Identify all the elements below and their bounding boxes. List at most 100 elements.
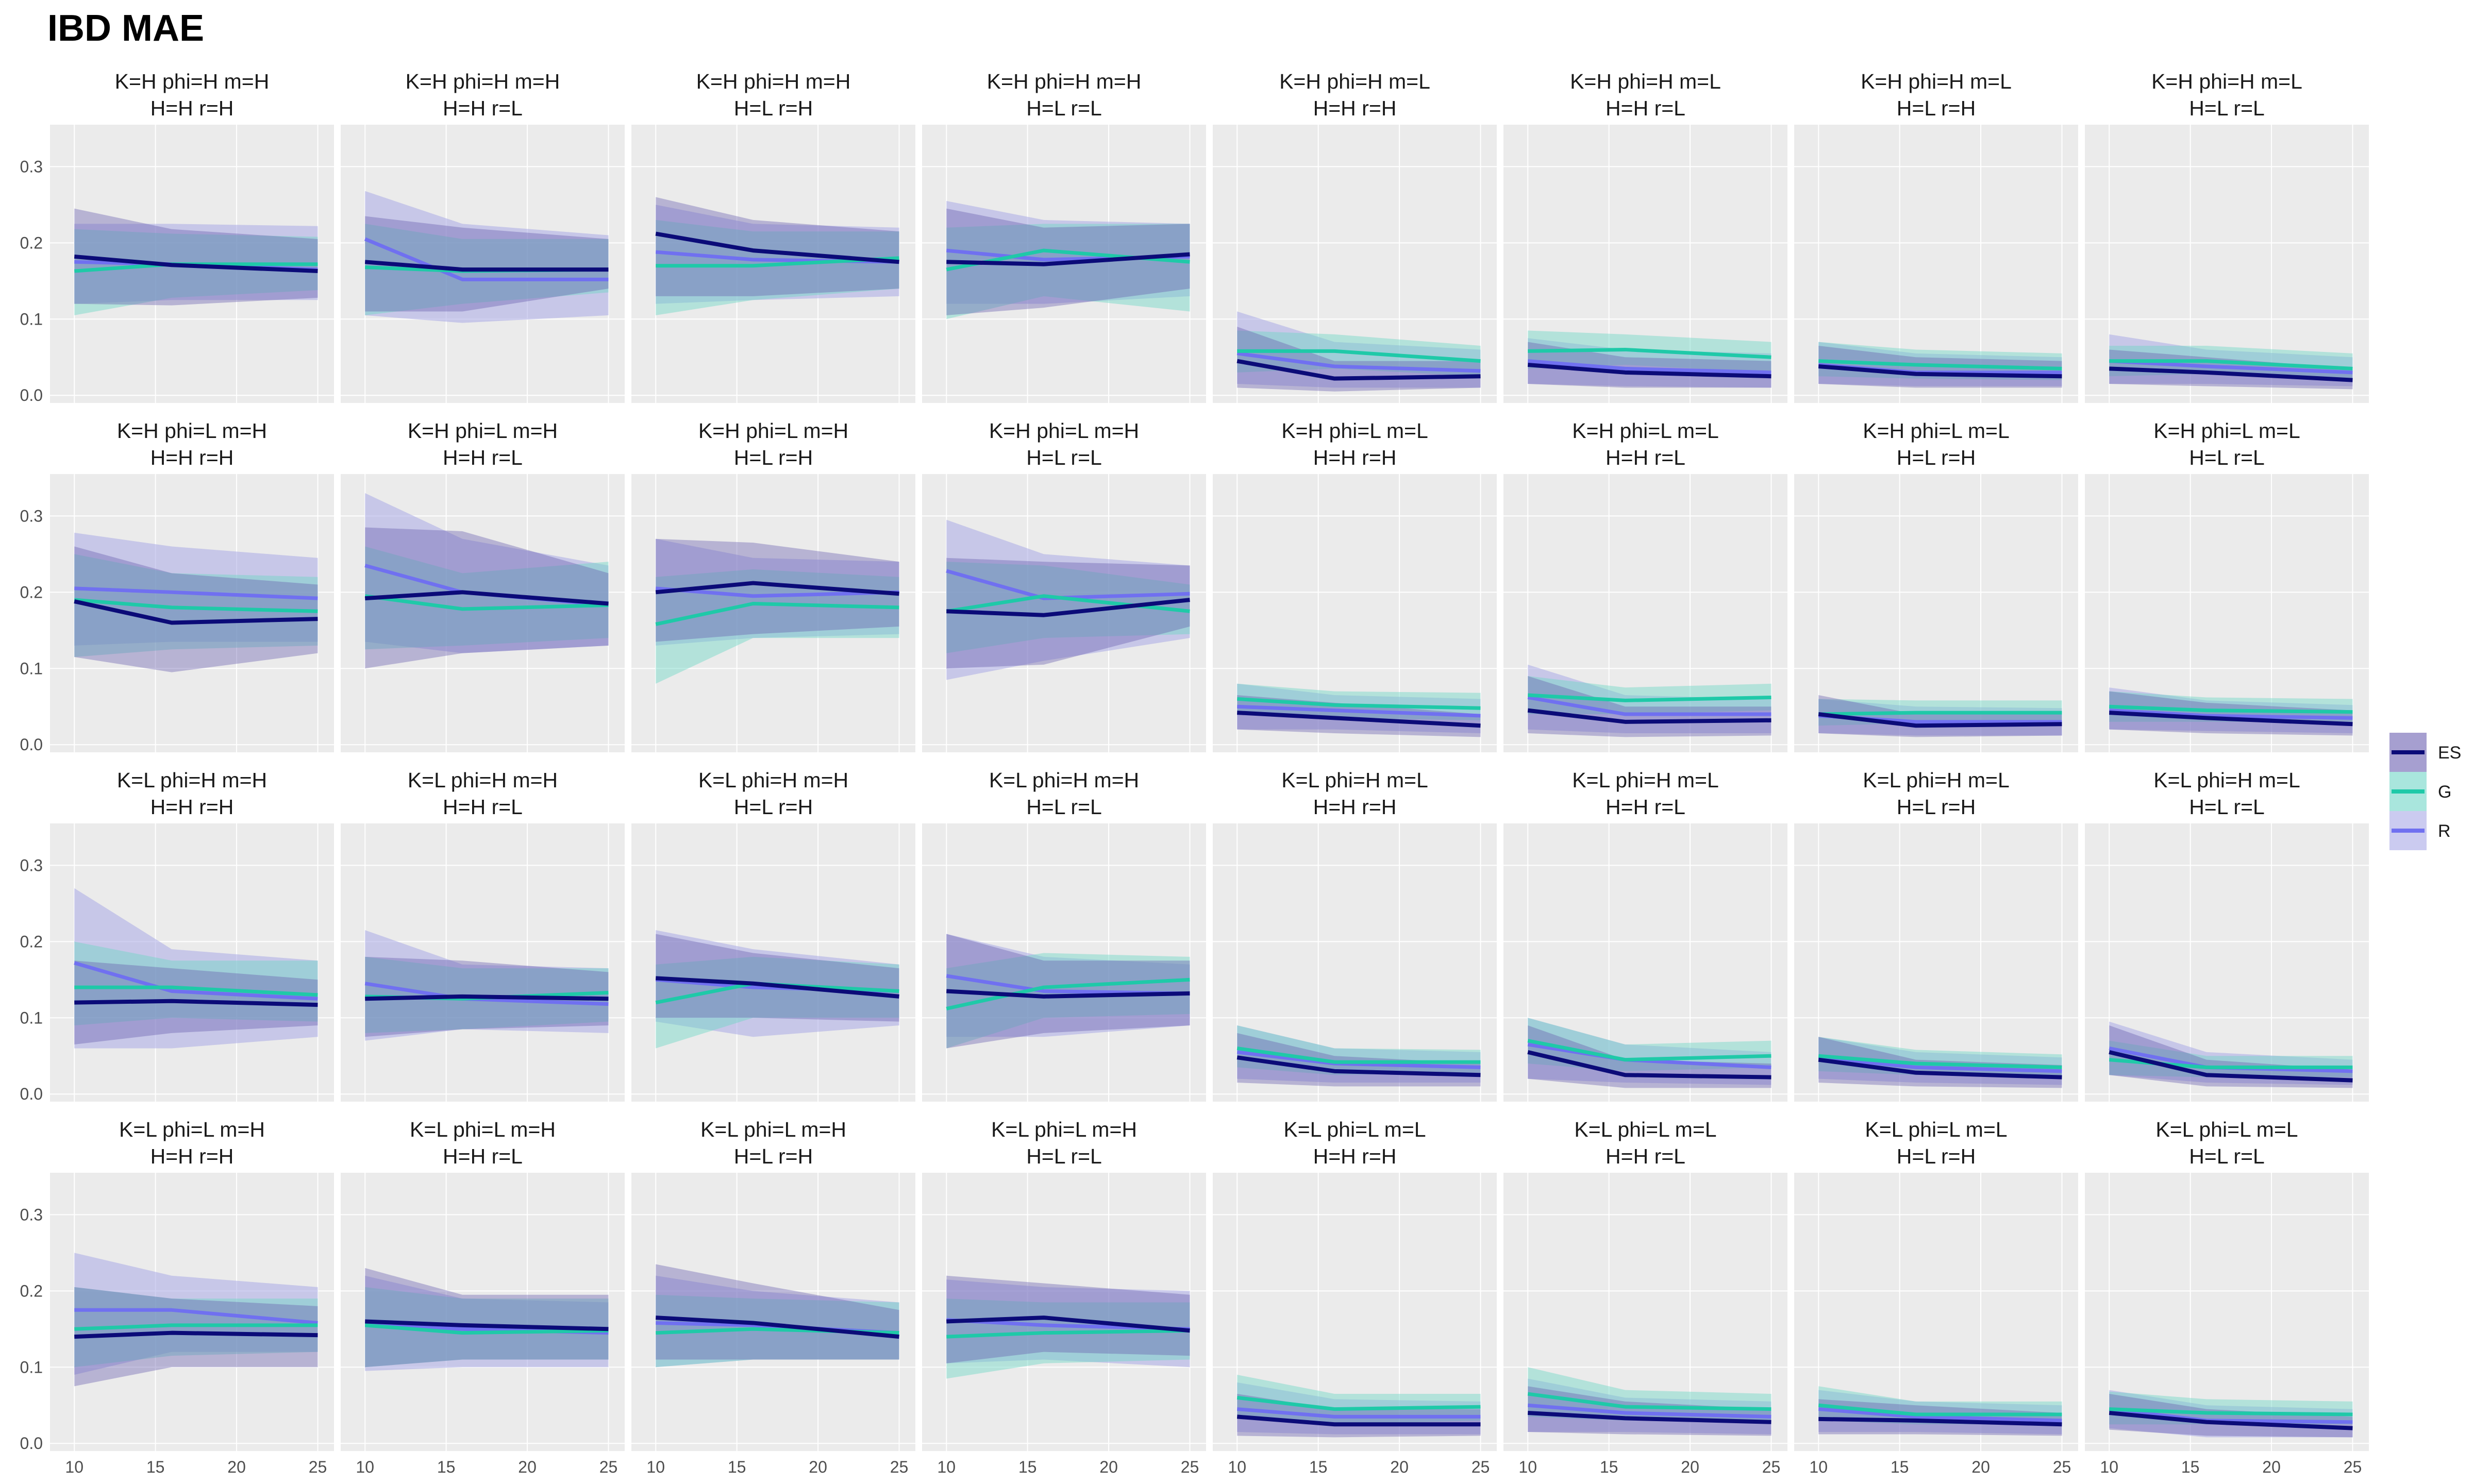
facet-panel: K=H phi=H m=L H=L r=H <box>1794 70 2078 403</box>
x-tick-label: 15 <box>2181 1458 2200 1476</box>
facet-label-bottom: H=L r=H <box>1897 795 1976 819</box>
legend-label-es: ES <box>2438 743 2461 763</box>
facet-label-bottom: H=H r=L <box>1606 1144 1685 1168</box>
facet-panel: K=H phi=L m=H H=H r=L <box>341 419 625 752</box>
x-tick-label: 10 <box>356 1458 374 1476</box>
facet-panel: K=L phi=H m=H H=L r=L <box>922 768 1206 1102</box>
line-r <box>74 961 318 1001</box>
line-g <box>2109 704 2353 714</box>
facet-label-top: K=H phi=L m=H <box>117 419 267 443</box>
x-tick-label: 20 <box>227 1458 246 1476</box>
x-tick-label: 15 <box>1309 1458 1328 1476</box>
ribbon-g <box>74 554 318 657</box>
facet-label-top: K=H phi=H m=H <box>987 70 1142 93</box>
facet-label-bottom: H=L r=L <box>2189 446 2265 469</box>
line-r <box>74 1308 318 1325</box>
facet-panel: K=L phi=L m=H H=L r=H <box>631 1118 915 1451</box>
facet-panel: K=L phi=H m=H H=L r=H <box>631 768 915 1102</box>
facet-panel: K=H phi=L m=L H=H r=H <box>1213 419 1497 752</box>
ribbon-es <box>656 934 899 1022</box>
facet-panel: K=L phi=L m=H H=H r=L <box>341 1118 625 1451</box>
line-g <box>1528 347 1771 359</box>
line-g <box>74 985 318 997</box>
facet-label-bottom: H=L r=H <box>1897 1144 1976 1168</box>
ribbon-g <box>365 546 609 650</box>
line-g <box>1818 1054 2062 1069</box>
facet-label-top: K=L phi=L m=H <box>119 1118 265 1141</box>
facet-label-top: K=L phi=H m=H <box>989 768 1139 792</box>
facet-label-top: K=L phi=L m=H <box>991 1118 1137 1141</box>
y-tick-label: 0.0 <box>20 1085 43 1103</box>
facet-panel: K=H phi=H m=H H=H r=H <box>50 70 334 403</box>
line-es <box>1818 364 2062 379</box>
line-g <box>1236 1046 1481 1064</box>
line-g <box>1236 1395 1481 1411</box>
facet-panel: K=H phi=L m=L H=L r=H <box>1794 419 2078 752</box>
facet-label-top: K=L phi=H m=H <box>698 768 848 792</box>
facet-label-bottom: H=H r=L <box>443 795 523 819</box>
line-es <box>656 976 899 999</box>
facet-label-bottom: H=H r=H <box>1313 96 1397 120</box>
line-es <box>2109 1050 2353 1083</box>
ribbon-g <box>946 953 1190 1049</box>
facet-label-top: K=L phi=L m=L <box>1865 1118 2007 1141</box>
line-g <box>1237 349 1481 363</box>
facet-panel: K=L phi=H m=H H=H r=L <box>341 768 625 1102</box>
facet-label-top: K=H phi=L m=L <box>2153 419 2300 443</box>
facet-panel: K=L phi=L m=L H=H r=L <box>1503 1118 1787 1451</box>
facet-panel: K=H phi=L m=L H=H r=L <box>1503 419 1787 752</box>
facet-label-bottom: H=H r=H <box>151 446 234 469</box>
x-tick-label: 20 <box>518 1458 537 1476</box>
facet-label-bottom: H=H r=H <box>151 1144 234 1168</box>
x-tick-label: 15 <box>1891 1458 1909 1476</box>
line-g <box>1237 697 1481 710</box>
line-es <box>2109 366 2353 382</box>
y-tick-label: 0.3 <box>20 507 43 525</box>
facet-label-top: K=H phi=H m=L <box>1861 70 2012 93</box>
line-r <box>1818 1055 2062 1073</box>
facet-panel: K=L phi=L m=H H=H r=H <box>50 1118 334 1451</box>
facet-label-bottom: H=H r=H <box>151 795 234 819</box>
y-tick-label: 0.3 <box>20 1205 43 1224</box>
ribbon-es <box>365 1268 609 1368</box>
y-tick-label: 0.3 <box>20 157 43 176</box>
line-g <box>1528 693 1771 702</box>
facet-label-bottom: H=L r=H <box>734 96 813 120</box>
facet-label-top: K=H phi=H m=L <box>2151 70 2302 93</box>
facet-label-top: K=L phi=H m=H <box>117 768 267 792</box>
line-g <box>656 256 899 268</box>
line-g <box>946 977 1190 1010</box>
line-es <box>1527 1050 1771 1080</box>
line-es <box>365 994 609 1001</box>
ribbon-g <box>1237 683 1481 720</box>
line-es <box>946 598 1190 617</box>
ribbon-g <box>1528 676 1771 715</box>
line-es <box>946 252 1190 266</box>
line-es <box>1236 359 1481 381</box>
facet-label-bottom: H=H r=L <box>443 96 523 120</box>
line-es <box>1236 1055 1481 1077</box>
facet-label-bottom: H=L r=H <box>734 446 813 469</box>
y-tick-label: 0.1 <box>20 310 43 328</box>
facet-label-top: K=L phi=L m=H <box>410 1118 556 1141</box>
facet-label-bottom: H=H r=L <box>443 1144 523 1168</box>
facet-label-top: K=L phi=H m=H <box>408 768 558 792</box>
facet-label-bottom: H=H r=L <box>1606 96 1685 120</box>
facet-label-top: K=H phi=H m=L <box>1279 70 1430 93</box>
x-tick-label: 10 <box>1809 1458 1828 1476</box>
facet-label-bottom: H=H r=H <box>1313 1144 1397 1168</box>
ribbon-es <box>1528 1386 1771 1436</box>
line-es <box>1236 1414 1481 1427</box>
facet-label-bottom: H=L r=L <box>1026 1144 1102 1168</box>
facet-label-top: K=H phi=L m=H <box>408 419 558 443</box>
line-es <box>1818 1416 2062 1427</box>
ribbon-r <box>365 930 609 1041</box>
ribbon-r <box>365 191 609 323</box>
x-tick-label: 25 <box>1762 1458 1781 1476</box>
ribbon-es <box>2109 691 2353 736</box>
facet-label-top: K=H phi=H m=H <box>406 70 560 93</box>
x-tick-label: 10 <box>646 1458 665 1476</box>
ribbon-es <box>2109 1025 2353 1088</box>
ribbon-es <box>365 216 609 312</box>
